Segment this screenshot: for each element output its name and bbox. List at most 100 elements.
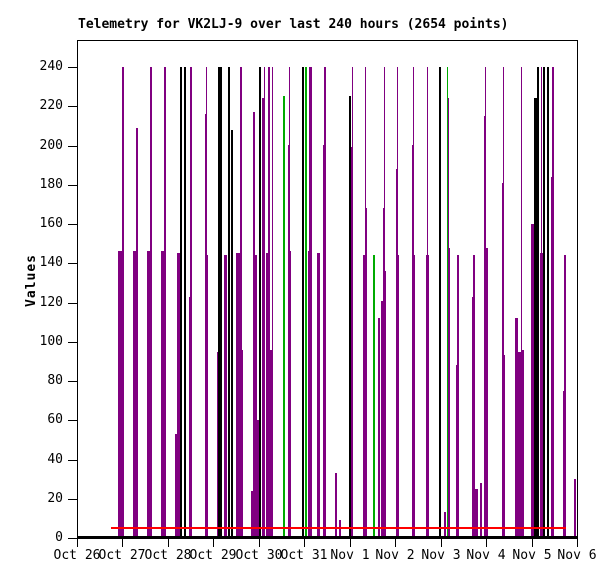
y-tick-mark <box>68 499 77 500</box>
x-tick-label: Nov 3 <box>421 548 461 563</box>
telemetry-bar <box>175 434 178 538</box>
telemetry-bar <box>378 318 380 538</box>
x-tick-label: Nov 4 <box>466 548 506 563</box>
telemetry-bar <box>224 255 227 538</box>
telemetry-bar <box>264 67 265 538</box>
y-tick-label: 200 <box>39 138 63 153</box>
y-tick-label: 60 <box>47 412 63 427</box>
y-tick-label: 120 <box>39 295 63 310</box>
x-tick-label: Oct 27 <box>98 548 146 563</box>
x-tick-label: Oct 26 <box>53 548 101 563</box>
telemetry-bar <box>537 67 539 538</box>
y-tick-label: 160 <box>39 216 63 231</box>
telemetry-bar <box>365 208 367 538</box>
x-tick-label: Oct 30 <box>235 548 283 563</box>
telemetry-bar <box>259 67 261 538</box>
telemetry-bar <box>305 67 307 538</box>
x-tick-label: Nov 1 <box>330 548 370 563</box>
threshold-line <box>111 527 566 529</box>
y-tick-mark <box>68 303 77 304</box>
y-tick-label: 240 <box>39 59 63 74</box>
x-tick-mark <box>577 539 578 547</box>
telemetry-bar <box>473 255 475 538</box>
telemetry-bar <box>136 128 138 538</box>
telemetry-bar <box>231 130 233 538</box>
y-tick-label: 80 <box>47 373 63 388</box>
telemetry-bar <box>147 251 151 538</box>
y-tick-mark <box>68 185 77 186</box>
telemetry-bar <box>161 251 165 538</box>
telemetry-bar <box>289 67 290 538</box>
telemetry-bar <box>228 67 230 538</box>
telemetry-bar <box>384 67 385 538</box>
telemetry-bar <box>439 67 441 538</box>
x-tick-label: Oct 31 <box>280 548 328 563</box>
telemetry-bar <box>480 483 482 538</box>
telemetry-bar <box>268 350 273 538</box>
telemetry-bar <box>349 96 351 538</box>
y-tick-label: 140 <box>39 255 63 270</box>
telemetry-bar <box>251 491 254 538</box>
telemetry-bar <box>184 67 186 538</box>
telemetry-bar <box>381 301 384 538</box>
telemetry-bar <box>255 420 260 538</box>
telemetry-bar <box>485 248 488 538</box>
x-tick-mark <box>122 539 123 547</box>
telemetry-bar <box>236 253 240 538</box>
y-tick-mark <box>68 381 77 382</box>
telemetry-bar <box>309 67 312 538</box>
telemetry-bar <box>521 350 524 538</box>
telemetry-bar <box>427 67 428 538</box>
telemetry-bar <box>534 98 537 538</box>
y-tick-mark <box>68 420 77 421</box>
telemetry-bar <box>397 67 398 538</box>
telemetry-bar <box>373 255 375 538</box>
telemetry-bar <box>444 512 446 538</box>
telemetry-bar <box>150 67 152 538</box>
telemetry-bar <box>190 67 192 538</box>
telemetry-bar <box>474 489 478 538</box>
y-tick-mark <box>68 538 77 539</box>
chart-title: Telemetry for VK2LJ-9 over last 240 hour… <box>78 17 509 32</box>
telemetry-bar <box>180 67 182 538</box>
x-tick-mark <box>395 539 396 547</box>
telemetry-bar <box>352 67 353 538</box>
telemetry-bar <box>457 255 459 538</box>
telemetry-bar <box>541 67 542 538</box>
x-tick-mark <box>304 539 305 547</box>
x-tick-mark <box>213 539 214 547</box>
telemetry-bar <box>283 96 285 538</box>
x-axis-line <box>77 536 578 539</box>
y-tick-label: 40 <box>47 452 63 467</box>
telemetry-bar <box>485 67 486 538</box>
telemetry-bar <box>413 67 414 538</box>
y-tick-label: 100 <box>39 334 63 349</box>
telemetry-bar <box>447 67 448 538</box>
x-tick-mark <box>168 539 169 547</box>
telemetry-bar <box>177 253 180 538</box>
y-tick-label: 180 <box>39 177 63 192</box>
telemetry-bar <box>118 251 122 538</box>
telemetry-bar <box>302 67 304 538</box>
x-tick-mark <box>441 539 442 547</box>
x-tick-label: Nov 2 <box>375 548 415 563</box>
plot-area <box>77 40 578 539</box>
x-tick-mark <box>77 539 78 547</box>
telemetry-bar <box>448 98 449 538</box>
telemetry-bar <box>218 67 222 538</box>
y-tick-mark <box>68 106 77 107</box>
y-tick-label: 0 <box>55 530 63 545</box>
telemetry-bar <box>206 67 207 538</box>
x-tick-label: Oct 29 <box>189 548 237 563</box>
y-tick-mark <box>68 67 77 68</box>
telemetry-bar <box>122 67 124 538</box>
telemetry-bar <box>268 67 270 538</box>
telemetry-bar <box>564 255 566 538</box>
telemetry-bar <box>164 67 166 538</box>
telemetry-bar <box>339 520 341 538</box>
x-tick-mark <box>532 539 533 547</box>
telemetry-bar <box>253 112 255 538</box>
x-tick-label: Nov 6 <box>557 548 597 563</box>
